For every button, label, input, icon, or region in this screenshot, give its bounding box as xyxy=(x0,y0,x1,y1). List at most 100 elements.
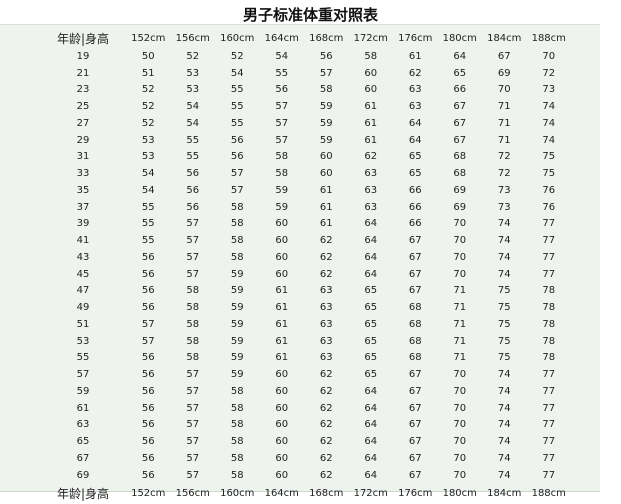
weight-cell: 56 xyxy=(186,184,200,196)
age-cell: 43 xyxy=(76,251,90,263)
weight-cell: 58 xyxy=(230,402,244,414)
age-cell: 67 xyxy=(76,452,90,464)
weight-cell: 58 xyxy=(230,385,244,397)
weight-cell: 72 xyxy=(497,168,511,180)
weight-cell: 57 xyxy=(141,335,155,347)
weight-cell: 70 xyxy=(453,369,467,381)
weight-cell: 61 xyxy=(364,134,378,146)
weight-cell: 58 xyxy=(186,285,200,297)
weight-cell: 59 xyxy=(230,318,244,330)
weight-cell: 67 xyxy=(408,469,422,481)
weight-cell: 63 xyxy=(319,352,333,364)
weight-cell: 67 xyxy=(408,235,422,247)
weight-cell: 53 xyxy=(186,84,200,96)
weight-cell: 60 xyxy=(275,385,289,397)
age-cell: 35 xyxy=(76,184,90,196)
weight-cell: 65 xyxy=(364,302,378,314)
weight-cell: 55 xyxy=(141,218,155,230)
table-row: 47 56 58 59 61 63 65 67 71 75 78 xyxy=(40,283,571,300)
weight-cell: 63 xyxy=(319,318,333,330)
weight-cell: 57 xyxy=(275,134,289,146)
weight-cell: 61 xyxy=(275,335,289,347)
weight-cell: 69 xyxy=(453,184,467,196)
weight-cell: 63 xyxy=(364,201,378,213)
weight-cell: 58 xyxy=(230,419,244,431)
weight-cell: 64 xyxy=(453,50,467,62)
weight-cell: 57 xyxy=(186,436,200,448)
age-cell: 69 xyxy=(76,469,90,481)
weight-cell: 56 xyxy=(141,469,155,481)
weight-cell: 74 xyxy=(542,101,556,113)
height-header: 160cm xyxy=(220,488,255,499)
header-row: 年龄|身高 152cm 156cm 160cm 164cm 168cm 172cm 176cm… xyxy=(40,28,571,48)
table-row: 61 56 57 58 60 62 64 67 70 74 77 xyxy=(40,400,571,417)
weight-cell: 64 xyxy=(364,436,378,448)
weight-cell: 59 xyxy=(319,134,333,146)
weight-cell: 55 xyxy=(141,235,155,247)
weight-cell: 55 xyxy=(141,201,155,213)
weight-cell: 60 xyxy=(275,268,289,280)
weight-cell: 60 xyxy=(275,218,289,230)
weight-cell: 60 xyxy=(364,84,378,96)
weight-cell: 57 xyxy=(186,385,200,397)
weight-cell: 59 xyxy=(230,268,244,280)
weight-cell: 74 xyxy=(542,117,556,129)
weight-cell: 70 xyxy=(453,419,467,431)
weight-cell: 65 xyxy=(364,318,378,330)
weight-cell: 67 xyxy=(453,134,467,146)
weight-cell: 78 xyxy=(542,285,556,297)
weight-cell: 62 xyxy=(364,151,378,163)
weight-cell: 54 xyxy=(275,50,289,62)
weight-cell: 56 xyxy=(141,285,155,297)
weight-cell: 60 xyxy=(319,151,333,163)
weight-cell: 61 xyxy=(275,318,289,330)
weight-cell: 78 xyxy=(542,335,556,347)
weight-cell: 67 xyxy=(453,117,467,129)
age-cell: 33 xyxy=(76,168,90,180)
height-header: 184cm xyxy=(487,488,522,499)
weight-cell: 62 xyxy=(319,419,333,431)
weight-cell: 74 xyxy=(497,469,511,481)
table-row: 51 57 58 59 61 63 65 68 71 75 78 xyxy=(40,316,571,333)
weight-cell: 59 xyxy=(230,369,244,381)
table-row: 29 53 55 56 57 59 61 64 67 71 74 xyxy=(40,132,571,149)
weight-cell: 77 xyxy=(542,268,556,280)
weight-cell: 58 xyxy=(364,50,378,62)
weight-cell: 61 xyxy=(275,302,289,314)
weight-cell: 70 xyxy=(453,402,467,414)
height-header: 168cm xyxy=(309,32,344,44)
weight-cell: 58 xyxy=(186,318,200,330)
weight-cell: 74 xyxy=(542,134,556,146)
weight-cell: 56 xyxy=(230,134,244,146)
weight-cell: 57 xyxy=(141,318,155,330)
table-row: 49 56 58 59 61 63 65 68 71 75 78 xyxy=(40,299,571,316)
weight-cell: 74 xyxy=(497,436,511,448)
weight-cell: 67 xyxy=(408,251,422,263)
age-cell: 39 xyxy=(76,218,90,230)
weight-cell: 58 xyxy=(230,201,244,213)
weight-cell: 52 xyxy=(141,84,155,96)
weight-cell: 52 xyxy=(186,50,200,62)
weight-cell: 74 xyxy=(497,452,511,464)
corner-header: 年龄|身高 xyxy=(56,487,110,501)
weight-cell: 63 xyxy=(364,168,378,180)
weight-cell: 58 xyxy=(230,235,244,247)
table-row: 43 56 57 58 60 62 64 67 70 74 77 xyxy=(40,249,571,266)
table-row: 59 56 57 58 60 62 64 67 70 74 77 xyxy=(40,383,571,400)
weight-cell: 70 xyxy=(453,218,467,230)
weight-cell: 55 xyxy=(230,117,244,129)
weight-cell: 62 xyxy=(319,469,333,481)
table-row: 53 57 58 59 61 63 65 68 71 75 78 xyxy=(40,333,571,350)
weight-cell: 61 xyxy=(275,285,289,297)
table-row: 23 52 53 55 56 58 60 63 66 70 73 xyxy=(40,82,571,99)
weight-cell: 65 xyxy=(453,67,467,79)
table-row: 69 56 57 58 60 62 64 67 70 74 77 xyxy=(40,467,571,484)
weight-cell: 71 xyxy=(453,335,467,347)
weight-cell: 65 xyxy=(364,369,378,381)
weight-cell: 61 xyxy=(275,352,289,364)
weight-cell: 70 xyxy=(453,452,467,464)
weight-cell: 52 xyxy=(141,101,155,113)
weight-cell: 58 xyxy=(275,168,289,180)
weight-cell: 58 xyxy=(186,335,200,347)
weight-cell: 56 xyxy=(141,251,155,263)
